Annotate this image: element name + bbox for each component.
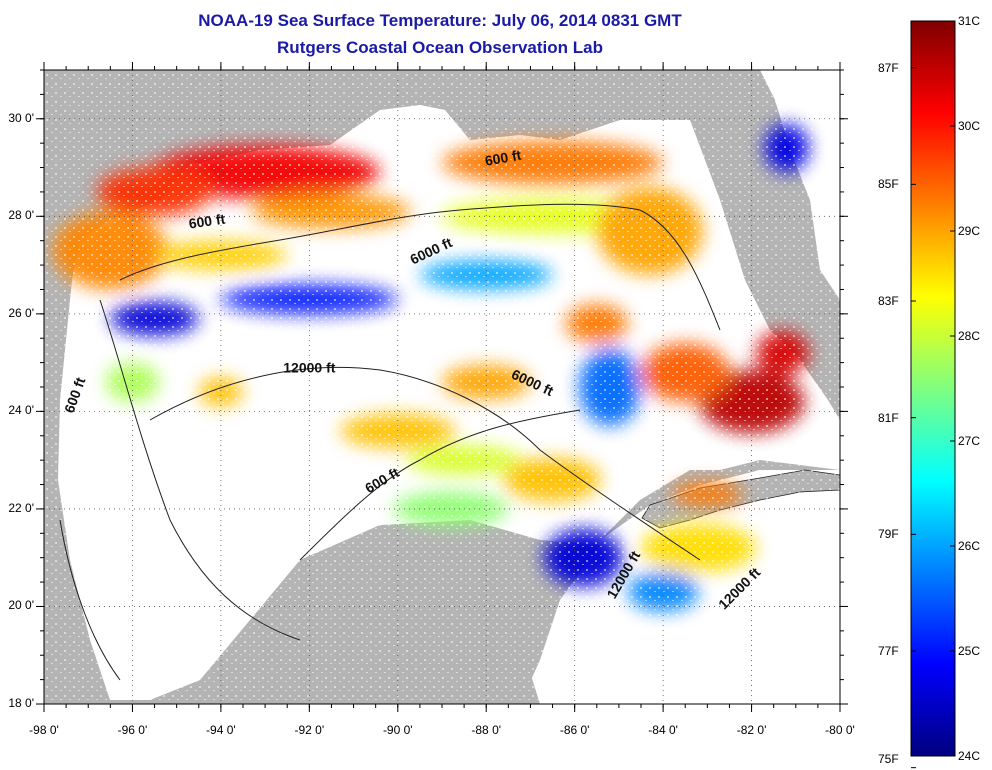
latitude-label: 22 0': [8, 500, 34, 515]
longitude-label: -94 0': [206, 723, 236, 737]
fahrenheit-label: 85F: [878, 177, 899, 192]
celsius-label: 29C: [958, 224, 981, 238]
colorbar: [910, 20, 956, 757]
longitude-label: -82 0': [736, 723, 767, 737]
map-subtitle: Rutgers Coastal Ocean Observation Lab: [277, 38, 603, 57]
celsius-label: 31C: [958, 14, 981, 28]
latitude-label: 18 0': [8, 696, 34, 710]
map-grid: [44, 70, 840, 704]
longitude-label: -92 0': [294, 723, 325, 737]
fahrenheit-label: 77F: [878, 644, 899, 658]
colorbar-ticks: [911, 20, 955, 769]
longitude-label: -98 0': [29, 723, 59, 737]
fahrenheit-label: 81F: [878, 410, 899, 425]
longitude-label: -84 0': [648, 723, 678, 737]
celsius-label: 28C: [958, 329, 981, 343]
latitude-label: 30 0': [8, 110, 34, 125]
celsius-label: 30C: [958, 119, 981, 133]
contour-label: 600 ft: [484, 147, 523, 169]
fahrenheit-label: 79F: [878, 527, 899, 542]
longitude-label: -90 0': [382, 723, 413, 737]
latitude-label: 26 0': [8, 305, 34, 320]
longitude-label: -96 0': [117, 723, 148, 737]
latitude-label: 28 0': [8, 208, 34, 223]
celsius-label: 26C: [958, 539, 981, 553]
fahrenheit-label: 75F: [878, 752, 899, 766]
contour-label: 600 ft: [188, 211, 227, 232]
celsius-label: 24C: [958, 749, 981, 763]
longitude-label: -88 0': [471, 723, 502, 737]
celsius-label: 25C: [958, 644, 981, 658]
latitude-label: 24 0': [8, 403, 34, 418]
map-ticks: [36, 62, 848, 712]
fahrenheit-label: 83F: [878, 294, 899, 308]
bathymetry-contours: [59, 203, 721, 681]
longitude-label: -80 0': [825, 723, 855, 737]
map-title: NOAA-19 Sea Surface Temperature: July 06…: [198, 11, 682, 30]
contour-label: 12000 ft: [283, 359, 335, 375]
latitude-label: 20 0': [8, 598, 34, 613]
fahrenheit-label: 87F: [878, 60, 899, 75]
celsius-label: 27C: [958, 434, 981, 448]
longitude-label: -86 0': [559, 723, 590, 737]
